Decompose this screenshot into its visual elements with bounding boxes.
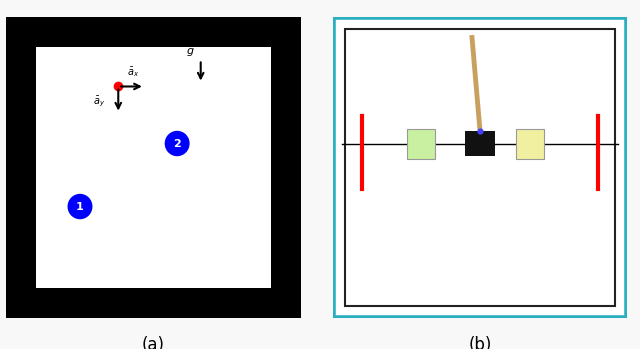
Text: $\bar{a}_y$: $\bar{a}_y$ [93, 94, 105, 109]
Bar [36, 47, 271, 288]
Ellipse shape [68, 194, 92, 218]
Text: (b): (b) [468, 336, 492, 349]
Text: (a): (a) [142, 336, 165, 349]
Ellipse shape [165, 132, 189, 156]
Text: 1: 1 [76, 201, 84, 211]
Bar [465, 131, 495, 156]
Bar [516, 128, 544, 158]
Text: 2: 2 [173, 139, 181, 149]
Bar [407, 128, 435, 158]
Text: g: g [186, 46, 193, 57]
Text: $\bar{a}_x$: $\bar{a}_x$ [127, 65, 139, 79]
